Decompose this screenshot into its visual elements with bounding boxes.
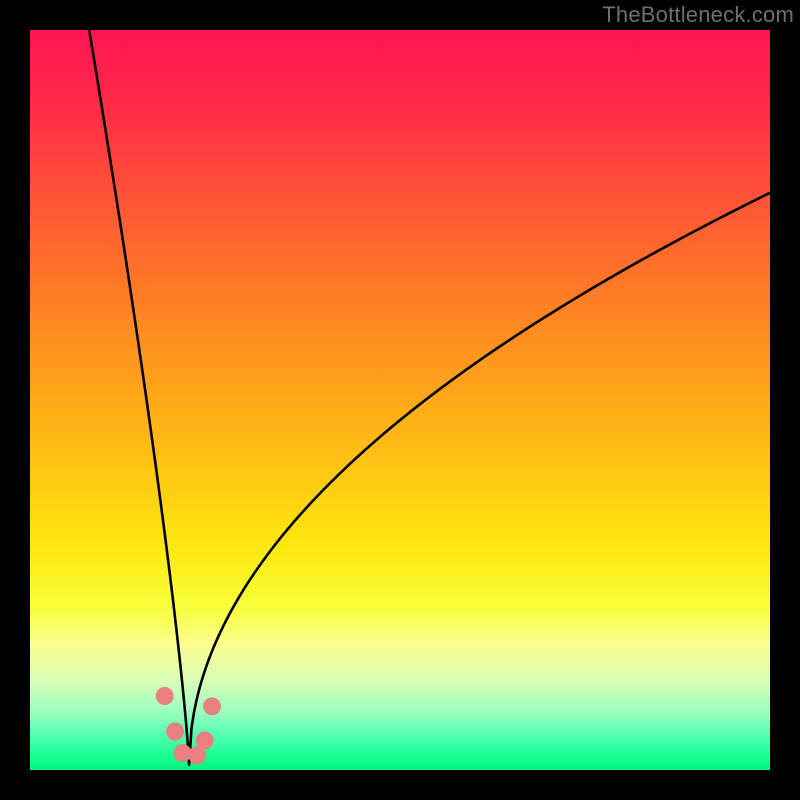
marker-point	[156, 687, 174, 705]
marker-point	[196, 731, 214, 749]
marker-point	[203, 697, 221, 715]
plot-background	[30, 30, 770, 770]
bottleneck-chart: TheBottleneck.com	[0, 0, 800, 800]
marker-point	[166, 723, 184, 741]
chart-svg	[0, 0, 800, 800]
